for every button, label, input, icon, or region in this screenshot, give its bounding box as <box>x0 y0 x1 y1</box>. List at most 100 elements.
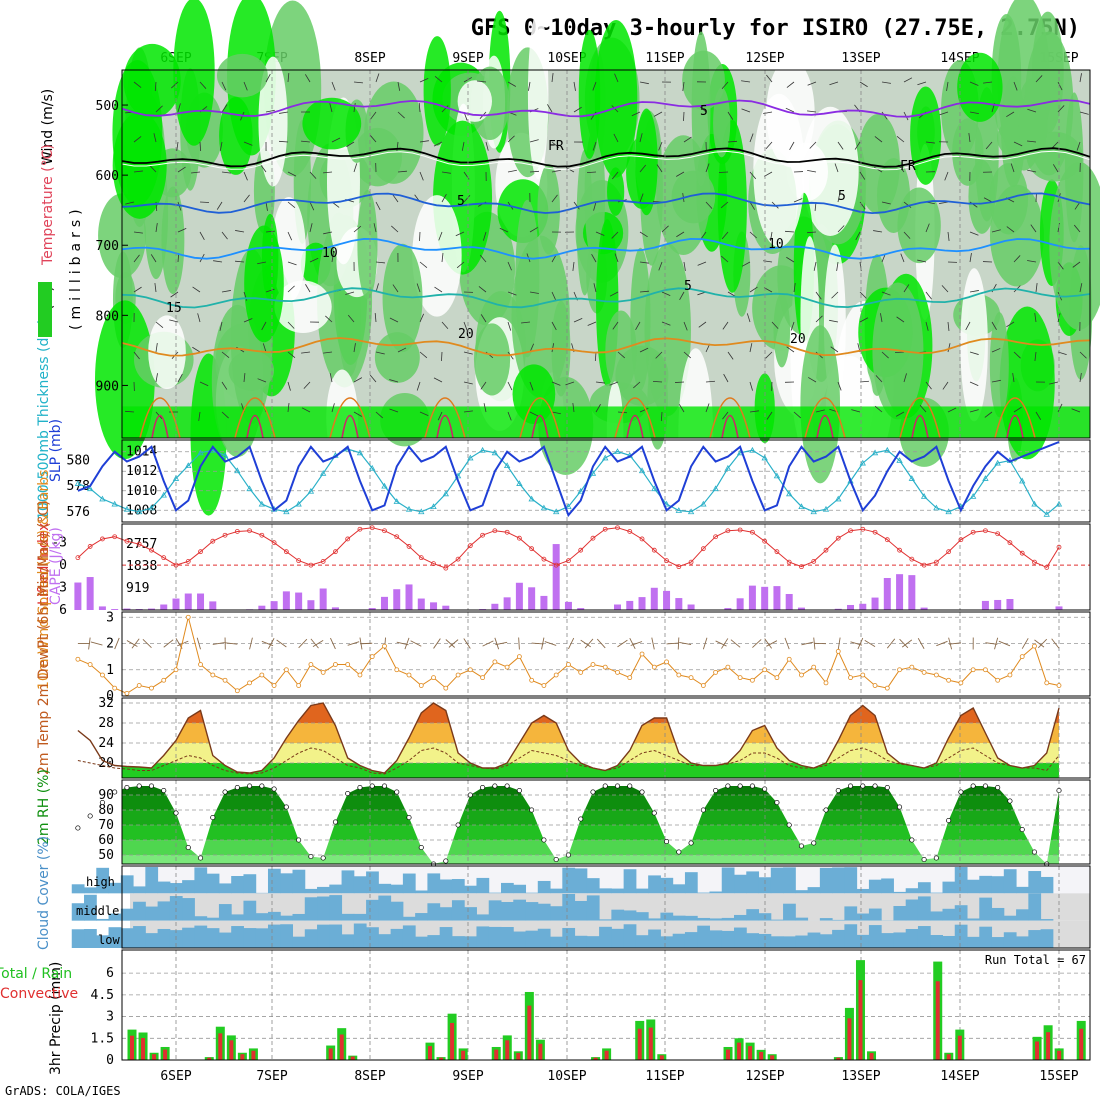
wind-barb <box>859 317 869 323</box>
wind-barb-10m <box>404 637 410 650</box>
wind-barb-10m <box>310 638 319 649</box>
wind-barb <box>153 133 157 143</box>
rh-marker <box>136 783 142 789</box>
wind-barb <box>720 201 729 209</box>
wind-barb <box>301 351 311 354</box>
wind-barb <box>257 378 267 383</box>
wind-barb <box>124 410 135 413</box>
rh-blob <box>578 29 601 160</box>
wind-barb-10m <box>837 637 841 650</box>
wind-barb <box>683 136 692 143</box>
wind-barb <box>257 261 267 265</box>
wind-barb <box>611 231 619 239</box>
wind-barb-10m <box>764 638 772 649</box>
wind-barb <box>177 103 181 113</box>
wind-barb <box>323 231 333 235</box>
cloud-cell <box>819 918 833 921</box>
wind-barb-10m <box>495 641 508 646</box>
wind-barb <box>369 374 377 383</box>
precip-tick: 6 <box>106 966 114 981</box>
cloud-cell <box>917 882 931 894</box>
cape-bar <box>785 593 793 610</box>
rh-marker <box>811 840 817 846</box>
wind-barb <box>661 321 671 326</box>
cloud-cell <box>746 909 760 921</box>
wind-barb <box>301 140 311 143</box>
cloud-cell <box>317 896 330 921</box>
wind-barb <box>722 411 729 420</box>
wind-barb <box>243 141 253 146</box>
cape-bar <box>859 603 867 610</box>
wind-barb <box>808 377 817 383</box>
wind-barb <box>968 133 971 143</box>
date-label-bottom: 11SEP <box>645 1069 684 1084</box>
cloud-cell <box>783 903 796 921</box>
wind-barb <box>221 81 227 91</box>
rh-marker <box>247 783 253 789</box>
wind-barb <box>917 259 927 263</box>
wind-speed-marker <box>811 664 817 670</box>
wind-barb <box>939 201 949 204</box>
rh-marker <box>234 784 240 791</box>
cape-bar <box>761 586 769 610</box>
cape-bar <box>847 604 855 610</box>
rh-blob <box>957 52 1003 122</box>
rh-marker <box>676 849 682 855</box>
warm-contour <box>804 397 846 439</box>
cloud-cell <box>292 869 306 894</box>
wind-barb <box>592 81 597 91</box>
thickness-marker <box>1043 510 1050 517</box>
wind-barb <box>969 290 979 293</box>
rh-marker <box>357 784 363 791</box>
thickness-marker <box>160 491 167 498</box>
cloud-cell <box>1028 930 1042 948</box>
cloud-cell <box>832 867 845 894</box>
wind-barb <box>391 225 399 233</box>
precip-conv-bar <box>1046 1032 1051 1060</box>
wind-barb <box>683 261 686 271</box>
li-marker <box>835 535 841 541</box>
wind-barb <box>480 381 487 390</box>
cloud-cell <box>648 875 661 894</box>
rh-marker <box>884 784 890 791</box>
rh-blob <box>382 243 423 353</box>
wind-speed-marker <box>835 648 841 654</box>
cloud-cell <box>1040 929 1054 948</box>
cape-tick: 919 <box>126 581 149 596</box>
contour-label: 20 <box>790 332 806 347</box>
cape-bar <box>515 582 523 610</box>
rh-band <box>122 840 1059 855</box>
wind-barb <box>375 261 385 264</box>
wind-barb <box>1034 351 1037 361</box>
wind-barb-10m <box>629 637 636 650</box>
cloud-cell <box>378 883 392 894</box>
cloud-cell <box>954 924 968 948</box>
precip-conv-bar <box>439 1057 444 1060</box>
date-label-bottom: 15SEP <box>1039 1069 1078 1084</box>
cloud-cell <box>684 915 698 921</box>
rh-marker <box>762 786 768 792</box>
wind-speed-marker <box>345 662 351 667</box>
cloud-cell <box>304 897 318 921</box>
date-label-top: 9SEP <box>452 51 483 66</box>
thickness-tick: 576 <box>67 505 90 520</box>
hot-contour <box>531 414 549 439</box>
rh-marker <box>982 783 988 789</box>
wind-barb <box>595 231 605 236</box>
cloud-cell <box>108 927 122 948</box>
cape-bar <box>380 596 388 610</box>
contour-label: 5 <box>838 189 846 204</box>
wind-speed-marker <box>357 672 363 678</box>
wind-barb <box>749 171 757 180</box>
wind-barb <box>243 373 246 383</box>
cloud-cell <box>402 873 416 894</box>
rh-marker <box>578 816 584 822</box>
cloud-cell <box>697 917 710 921</box>
wind-barb <box>919 404 927 413</box>
wind-speed-marker <box>124 690 130 696</box>
cloud-cell <box>537 880 551 894</box>
wind-barb <box>766 411 773 420</box>
rh-legend-swatch <box>38 282 52 337</box>
thickness-marker <box>540 504 548 511</box>
li-marker <box>1019 550 1025 556</box>
